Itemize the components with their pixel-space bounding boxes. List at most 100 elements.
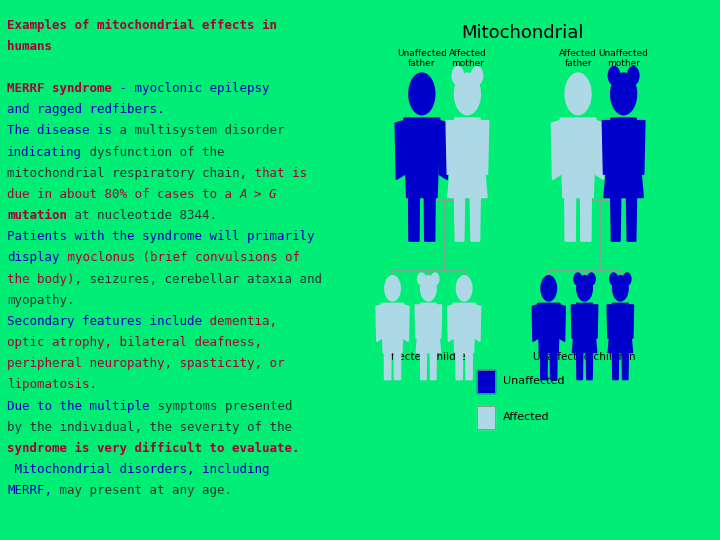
- Circle shape: [564, 72, 592, 116]
- Circle shape: [452, 66, 464, 85]
- Polygon shape: [453, 303, 475, 353]
- Polygon shape: [603, 120, 612, 174]
- Polygon shape: [626, 198, 636, 241]
- Text: MERRF,: MERRF,: [7, 484, 52, 497]
- Polygon shape: [403, 305, 409, 341]
- Bar: [477, 406, 495, 429]
- Polygon shape: [475, 305, 481, 341]
- Circle shape: [624, 273, 631, 285]
- Polygon shape: [430, 353, 436, 380]
- Polygon shape: [564, 198, 575, 241]
- Polygon shape: [446, 120, 456, 174]
- Text: - myoclonic epilepsy: - myoclonic epilepsy: [112, 82, 270, 95]
- Text: dysfunction of the: dysfunction of the: [82, 146, 225, 159]
- Text: Secondary features include: Secondary features include: [7, 315, 202, 328]
- Polygon shape: [607, 305, 613, 338]
- Polygon shape: [436, 305, 441, 338]
- Text: The disease is: The disease is: [7, 125, 112, 138]
- Text: Unaffected: Unaffected: [503, 376, 564, 387]
- Circle shape: [454, 72, 481, 116]
- Polygon shape: [382, 303, 404, 353]
- Bar: [477, 370, 495, 393]
- Text: A > G: A > G: [240, 188, 277, 201]
- Text: that is: that is: [247, 167, 307, 180]
- Circle shape: [456, 275, 472, 302]
- Text: mitochondrial respiratory chain,: mitochondrial respiratory chain,: [7, 167, 247, 180]
- Text: at nucleotide 8344.: at nucleotide 8344.: [67, 209, 217, 222]
- Circle shape: [608, 66, 620, 85]
- Circle shape: [610, 72, 637, 116]
- Polygon shape: [448, 305, 454, 341]
- Text: Examples of mitochondrial effects in: Examples of mitochondrial effects in: [7, 18, 277, 32]
- Text: humans: humans: [7, 40, 52, 53]
- Polygon shape: [454, 198, 464, 241]
- Polygon shape: [420, 353, 426, 380]
- Polygon shape: [608, 303, 633, 353]
- Polygon shape: [560, 118, 596, 198]
- Polygon shape: [541, 353, 547, 380]
- Text: indicating: indicating: [7, 146, 82, 159]
- Polygon shape: [532, 305, 538, 341]
- Polygon shape: [622, 353, 629, 380]
- Text: symptoms presented: symptoms presented: [150, 400, 292, 413]
- Polygon shape: [395, 120, 405, 180]
- Polygon shape: [384, 353, 391, 380]
- Polygon shape: [586, 353, 593, 380]
- Text: Unaffected
mother: Unaffected mother: [598, 49, 649, 68]
- Text: a multisystem disorder: a multisystem disorder: [112, 125, 284, 138]
- Circle shape: [576, 275, 593, 302]
- Text: by the individual,: by the individual,: [7, 421, 142, 434]
- Polygon shape: [415, 305, 421, 338]
- Polygon shape: [572, 305, 577, 338]
- Text: Due to the multiple: Due to the multiple: [7, 400, 150, 413]
- Text: syndrome is very difficult to evaluate.: syndrome is very difficult to evaluate.: [7, 442, 300, 455]
- Text: the severity of the: the severity of the: [142, 421, 292, 434]
- Polygon shape: [572, 303, 597, 353]
- Polygon shape: [538, 303, 560, 353]
- Polygon shape: [456, 353, 462, 380]
- Text: due in about 80% of cases to a: due in about 80% of cases to a: [7, 188, 240, 201]
- Text: Mitochondrial: Mitochondrial: [462, 24, 584, 42]
- Circle shape: [471, 66, 482, 85]
- Polygon shape: [627, 305, 634, 338]
- Circle shape: [610, 273, 617, 285]
- Bar: [477, 370, 495, 393]
- Text: the body),: the body),: [7, 273, 82, 286]
- Circle shape: [627, 66, 639, 85]
- Text: Patients with the syndrome will primarily: Patients with the syndrome will primaril…: [7, 230, 315, 244]
- Polygon shape: [404, 118, 440, 198]
- Text: Mitochondrial disorders, including: Mitochondrial disorders, including: [7, 463, 270, 476]
- Circle shape: [431, 273, 439, 285]
- Circle shape: [408, 72, 436, 116]
- Polygon shape: [559, 305, 565, 341]
- Text: dementia,: dementia,: [202, 315, 277, 328]
- Polygon shape: [416, 303, 441, 353]
- Polygon shape: [611, 198, 621, 241]
- Polygon shape: [408, 198, 419, 241]
- Polygon shape: [580, 198, 591, 241]
- Polygon shape: [604, 118, 643, 198]
- Text: seizures, cerebellar ataxia and: seizures, cerebellar ataxia and: [82, 273, 322, 286]
- Bar: [477, 406, 495, 429]
- Circle shape: [420, 275, 437, 302]
- Text: Affected children: Affected children: [384, 352, 473, 362]
- Polygon shape: [470, 198, 480, 241]
- Text: peripheral neuropathy, spasticity, or: peripheral neuropathy, spasticity, or: [7, 357, 284, 370]
- Circle shape: [418, 273, 426, 285]
- Text: lipomatosis.: lipomatosis.: [7, 379, 97, 392]
- Circle shape: [540, 275, 557, 302]
- Polygon shape: [592, 305, 598, 338]
- Text: may present at any age.: may present at any age.: [52, 484, 232, 497]
- Circle shape: [588, 273, 595, 285]
- Circle shape: [612, 275, 629, 302]
- Polygon shape: [552, 120, 561, 180]
- Text: MERRF syndrome: MERRF syndrome: [7, 82, 112, 95]
- Text: Affected: Affected: [503, 413, 550, 422]
- Polygon shape: [550, 353, 557, 380]
- Text: Unaffected
father: Unaffected father: [397, 49, 447, 68]
- Text: myopathy.: myopathy.: [7, 294, 75, 307]
- Text: Affected
mother: Affected mother: [449, 49, 486, 68]
- Polygon shape: [595, 120, 605, 180]
- Polygon shape: [394, 353, 401, 380]
- Circle shape: [574, 273, 582, 285]
